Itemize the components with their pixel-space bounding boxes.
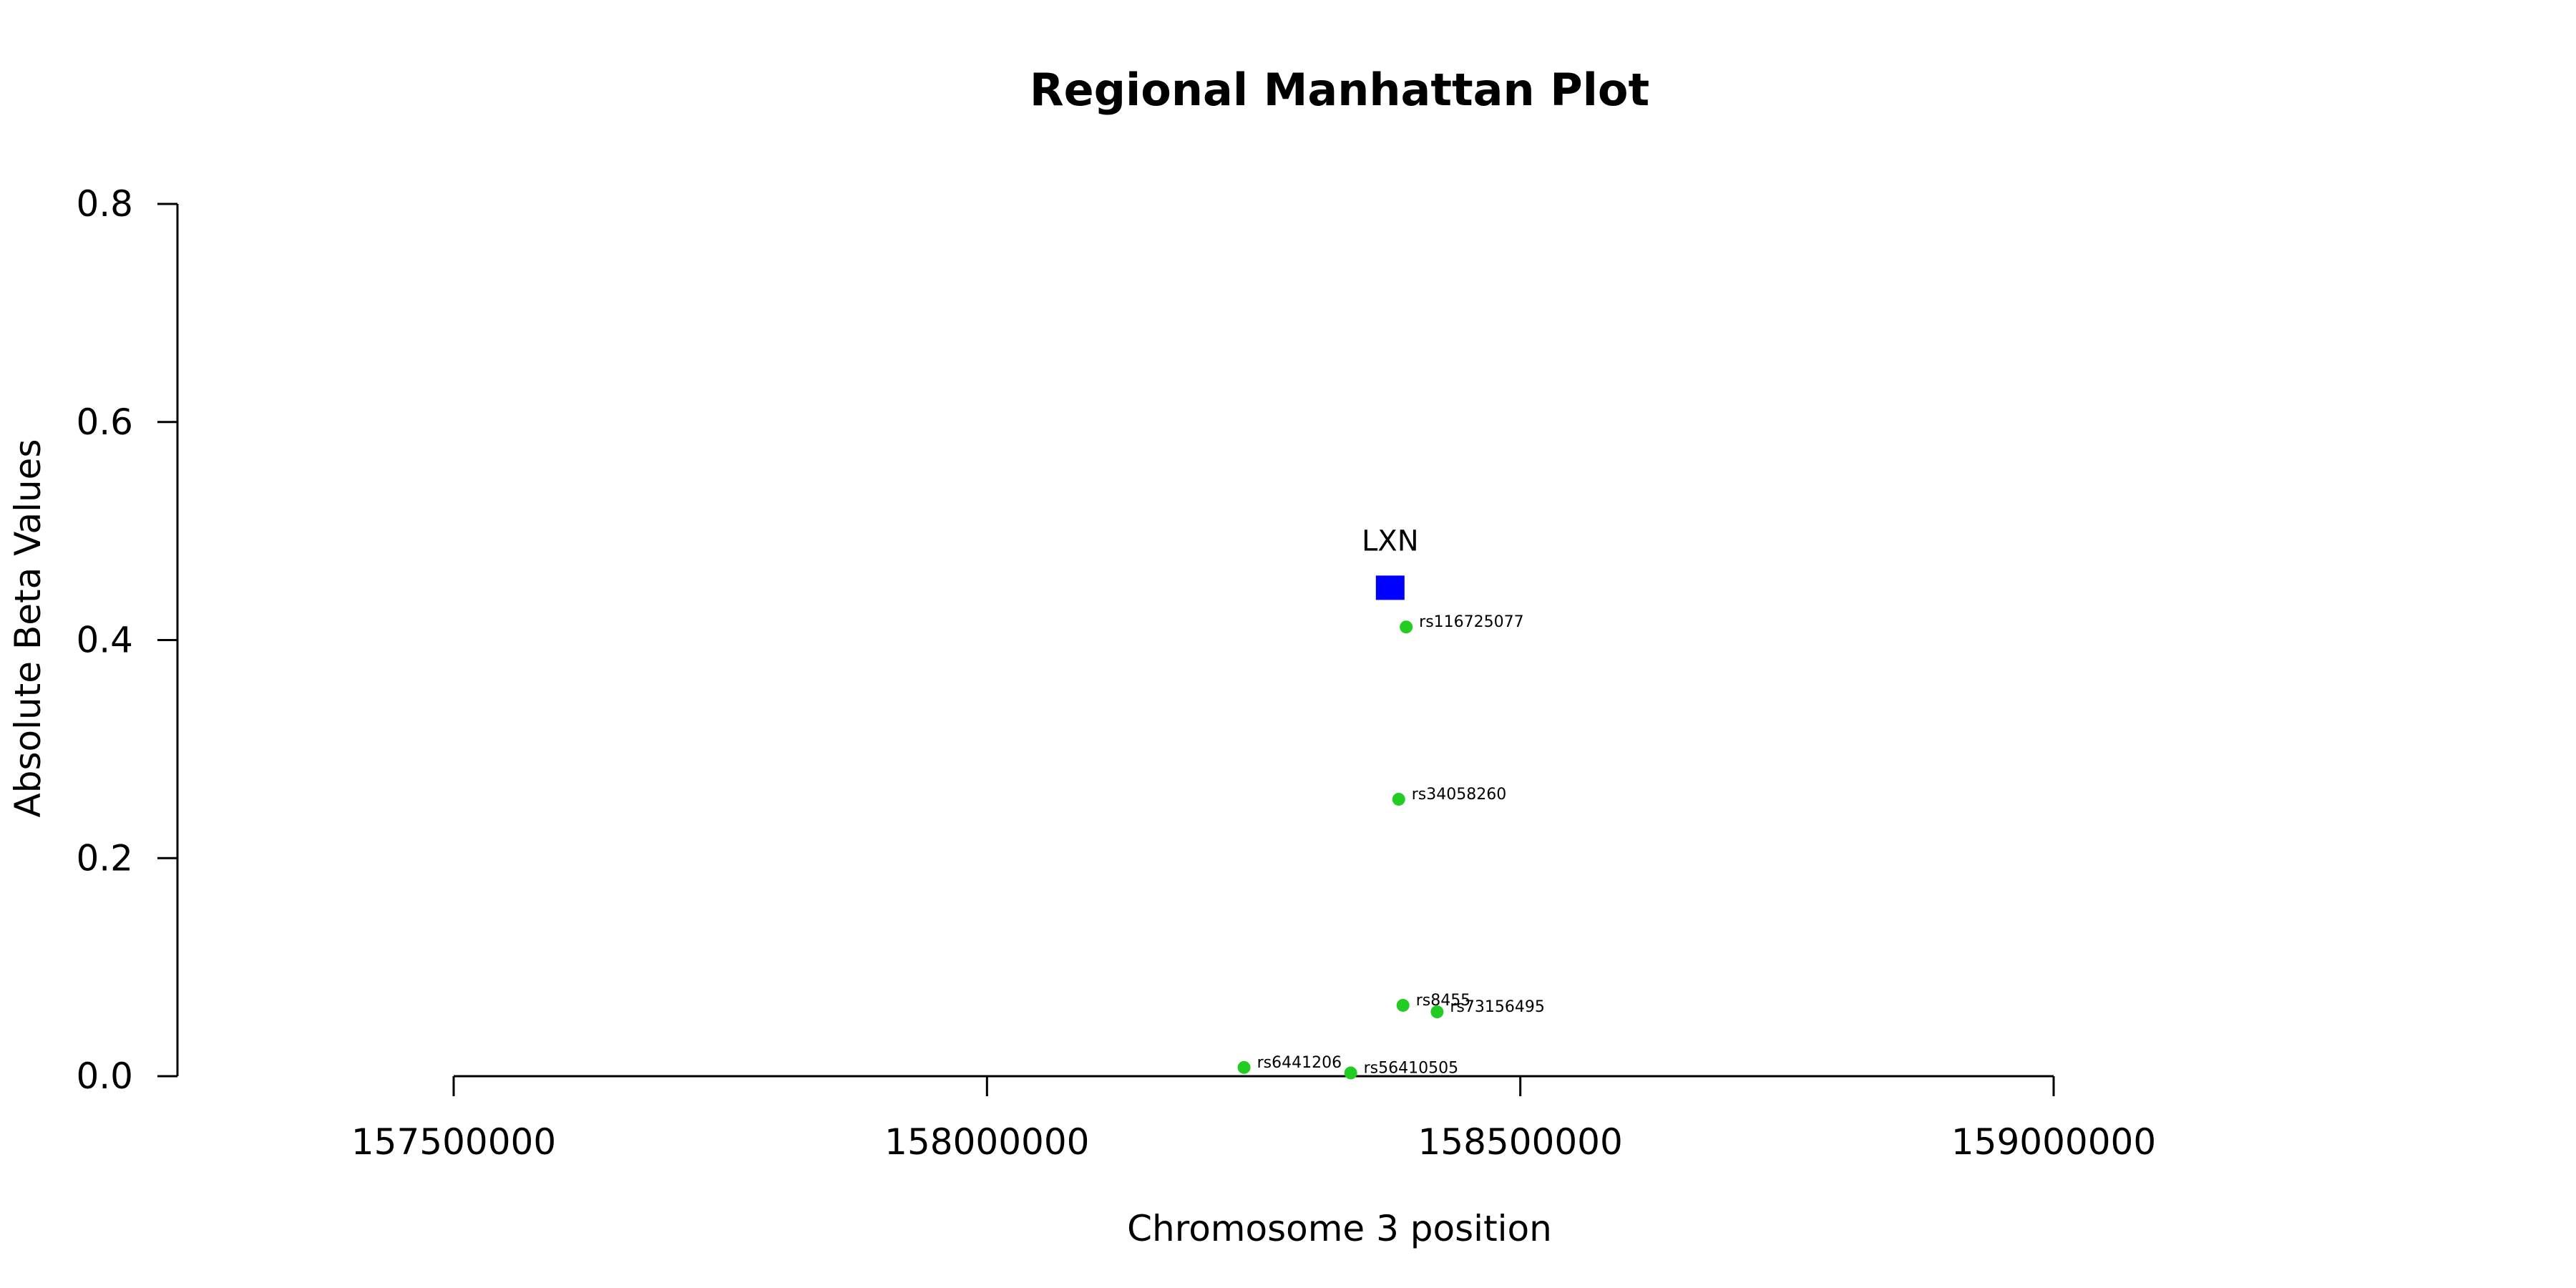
snp-label: rs6441206	[1257, 1054, 1342, 1072]
snp-point	[1396, 998, 1410, 1012]
x-tick-label: 158000000	[884, 1121, 1089, 1163]
x-tick-label: 159000000	[1951, 1121, 2156, 1163]
y-tick-label: 0.8	[76, 183, 133, 225]
snp-label: rs34058260	[1412, 786, 1506, 804]
x-tick-label: 157500000	[351, 1121, 556, 1163]
x-tick-label: 158500000	[1418, 1121, 1623, 1163]
snp-point	[1430, 1005, 1444, 1019]
y-axis-label: Absolute Beta Values	[7, 439, 49, 818]
snp-point	[1400, 620, 1413, 634]
y-tick-label: 0.2	[76, 837, 133, 879]
snp-label: rs73156495	[1450, 998, 1544, 1016]
snp-point	[1392, 792, 1405, 806]
y-tick-label: 0.4	[76, 620, 133, 661]
x-axis-ticks: 157500000 158000000 158500000 159000000	[351, 1076, 2156, 1163]
snp-label: rs8455	[1416, 992, 1471, 1010]
y-tick-label: 0.6	[76, 401, 133, 443]
snp-label: rs56410505	[1364, 1059, 1458, 1077]
gene-layer: LXN	[1362, 525, 1419, 600]
snp-label: rs116725077	[1419, 613, 1523, 631]
gene-marker	[1375, 575, 1405, 600]
y-tick-label: 0.0	[76, 1055, 133, 1097]
gene-label: LXN	[1362, 525, 1419, 557]
y-axis-ticks: 0.0 0.2 0.4 0.6 0.8	[76, 183, 177, 1097]
snp-point	[1344, 1066, 1357, 1080]
chart-title: Regional Manhattan Plot	[1030, 64, 1649, 116]
snp-point	[1237, 1060, 1251, 1074]
x-axis-label: Chromosome 3 position	[1127, 1208, 1552, 1249]
